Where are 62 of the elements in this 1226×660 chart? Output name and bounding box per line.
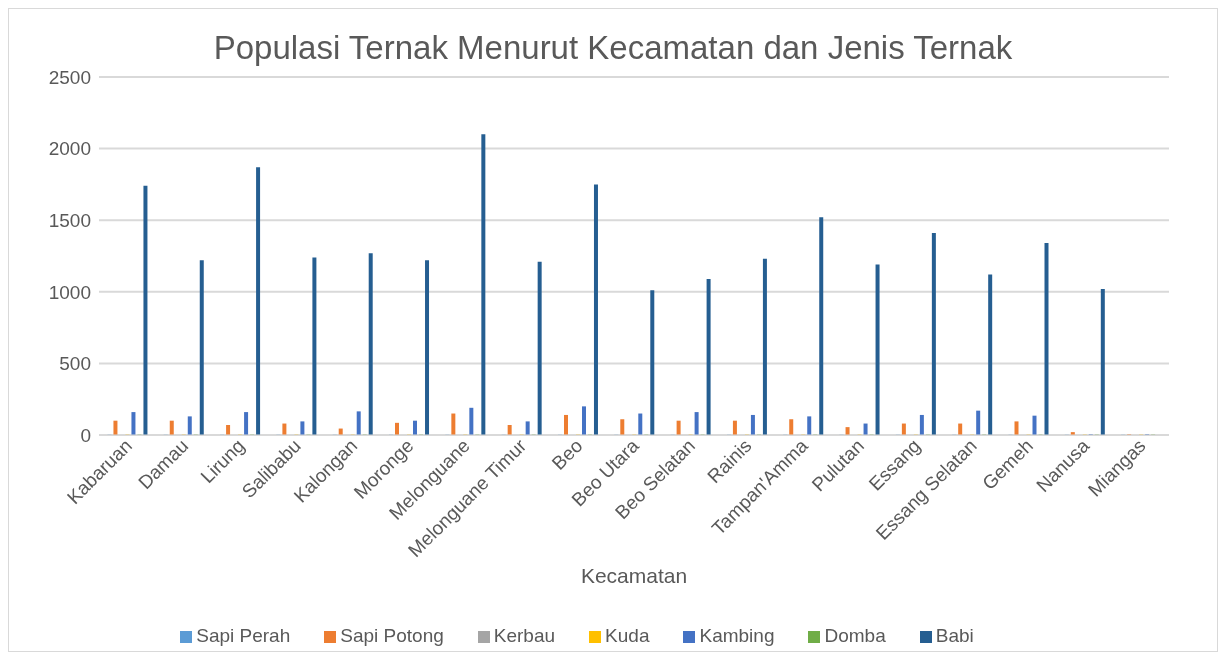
legend-label: Kerbau <box>493 625 556 646</box>
bar <box>395 422 400 435</box>
bar <box>563 414 568 435</box>
legend-label: Sapi Potong <box>340 625 444 646</box>
bar <box>368 253 373 435</box>
x-axis-title: Kecamatan <box>580 564 688 587</box>
bar <box>425 260 430 435</box>
chart-title: Populasi Ternak Menurut Kecamatan dan Jenis Ternak <box>212 29 1014 67</box>
y-tick-label: 2000 <box>48 138 91 160</box>
bar <box>187 416 192 435</box>
bar <box>976 410 981 435</box>
bar <box>1014 421 1019 435</box>
bar <box>762 258 767 435</box>
bar <box>676 420 681 435</box>
bar <box>199 260 204 435</box>
legend-label: Sapi Perah <box>196 625 291 646</box>
bar <box>620 419 625 435</box>
bar <box>593 184 598 435</box>
y-tick-label: 500 <box>59 353 91 375</box>
legend-label: Kuda <box>605 625 650 646</box>
y-tick-label: 1500 <box>48 209 91 231</box>
x-tick-label: Beo <box>547 434 587 474</box>
bar <box>706 278 711 435</box>
legend-label: Babi <box>935 625 974 646</box>
bar <box>807 416 812 435</box>
bar <box>413 420 418 435</box>
legend-label: Kambing <box>699 625 775 646</box>
bar <box>988 274 993 435</box>
bar <box>919 414 924 435</box>
y-tick-label: 2500 <box>48 66 91 88</box>
bar <box>525 421 530 435</box>
bar <box>875 264 880 435</box>
bar <box>143 185 148 435</box>
bar <box>638 413 643 435</box>
bar <box>694 412 699 435</box>
bar <box>356 411 361 435</box>
bar <box>507 424 512 435</box>
y-tick-label: 0 <box>80 424 91 446</box>
bar <box>1032 415 1037 435</box>
bar <box>732 420 737 435</box>
y-tick-label: 1000 <box>48 281 91 303</box>
bar <box>469 407 474 435</box>
bar <box>451 413 456 435</box>
bar <box>312 257 317 435</box>
bar <box>1044 243 1049 435</box>
bar <box>169 420 174 435</box>
bar <box>113 420 118 435</box>
bar <box>226 424 231 435</box>
bar <box>650 290 655 435</box>
bar <box>750 414 755 435</box>
bar <box>481 134 486 435</box>
bar <box>819 217 824 435</box>
bar <box>244 412 249 435</box>
bar <box>131 412 136 435</box>
bar <box>789 419 794 435</box>
bar <box>1100 288 1105 435</box>
bar <box>300 421 305 435</box>
bar <box>537 261 542 435</box>
bar <box>581 406 586 435</box>
bar <box>256 167 261 435</box>
bar <box>931 233 936 435</box>
legend-label: Domba <box>824 625 886 646</box>
